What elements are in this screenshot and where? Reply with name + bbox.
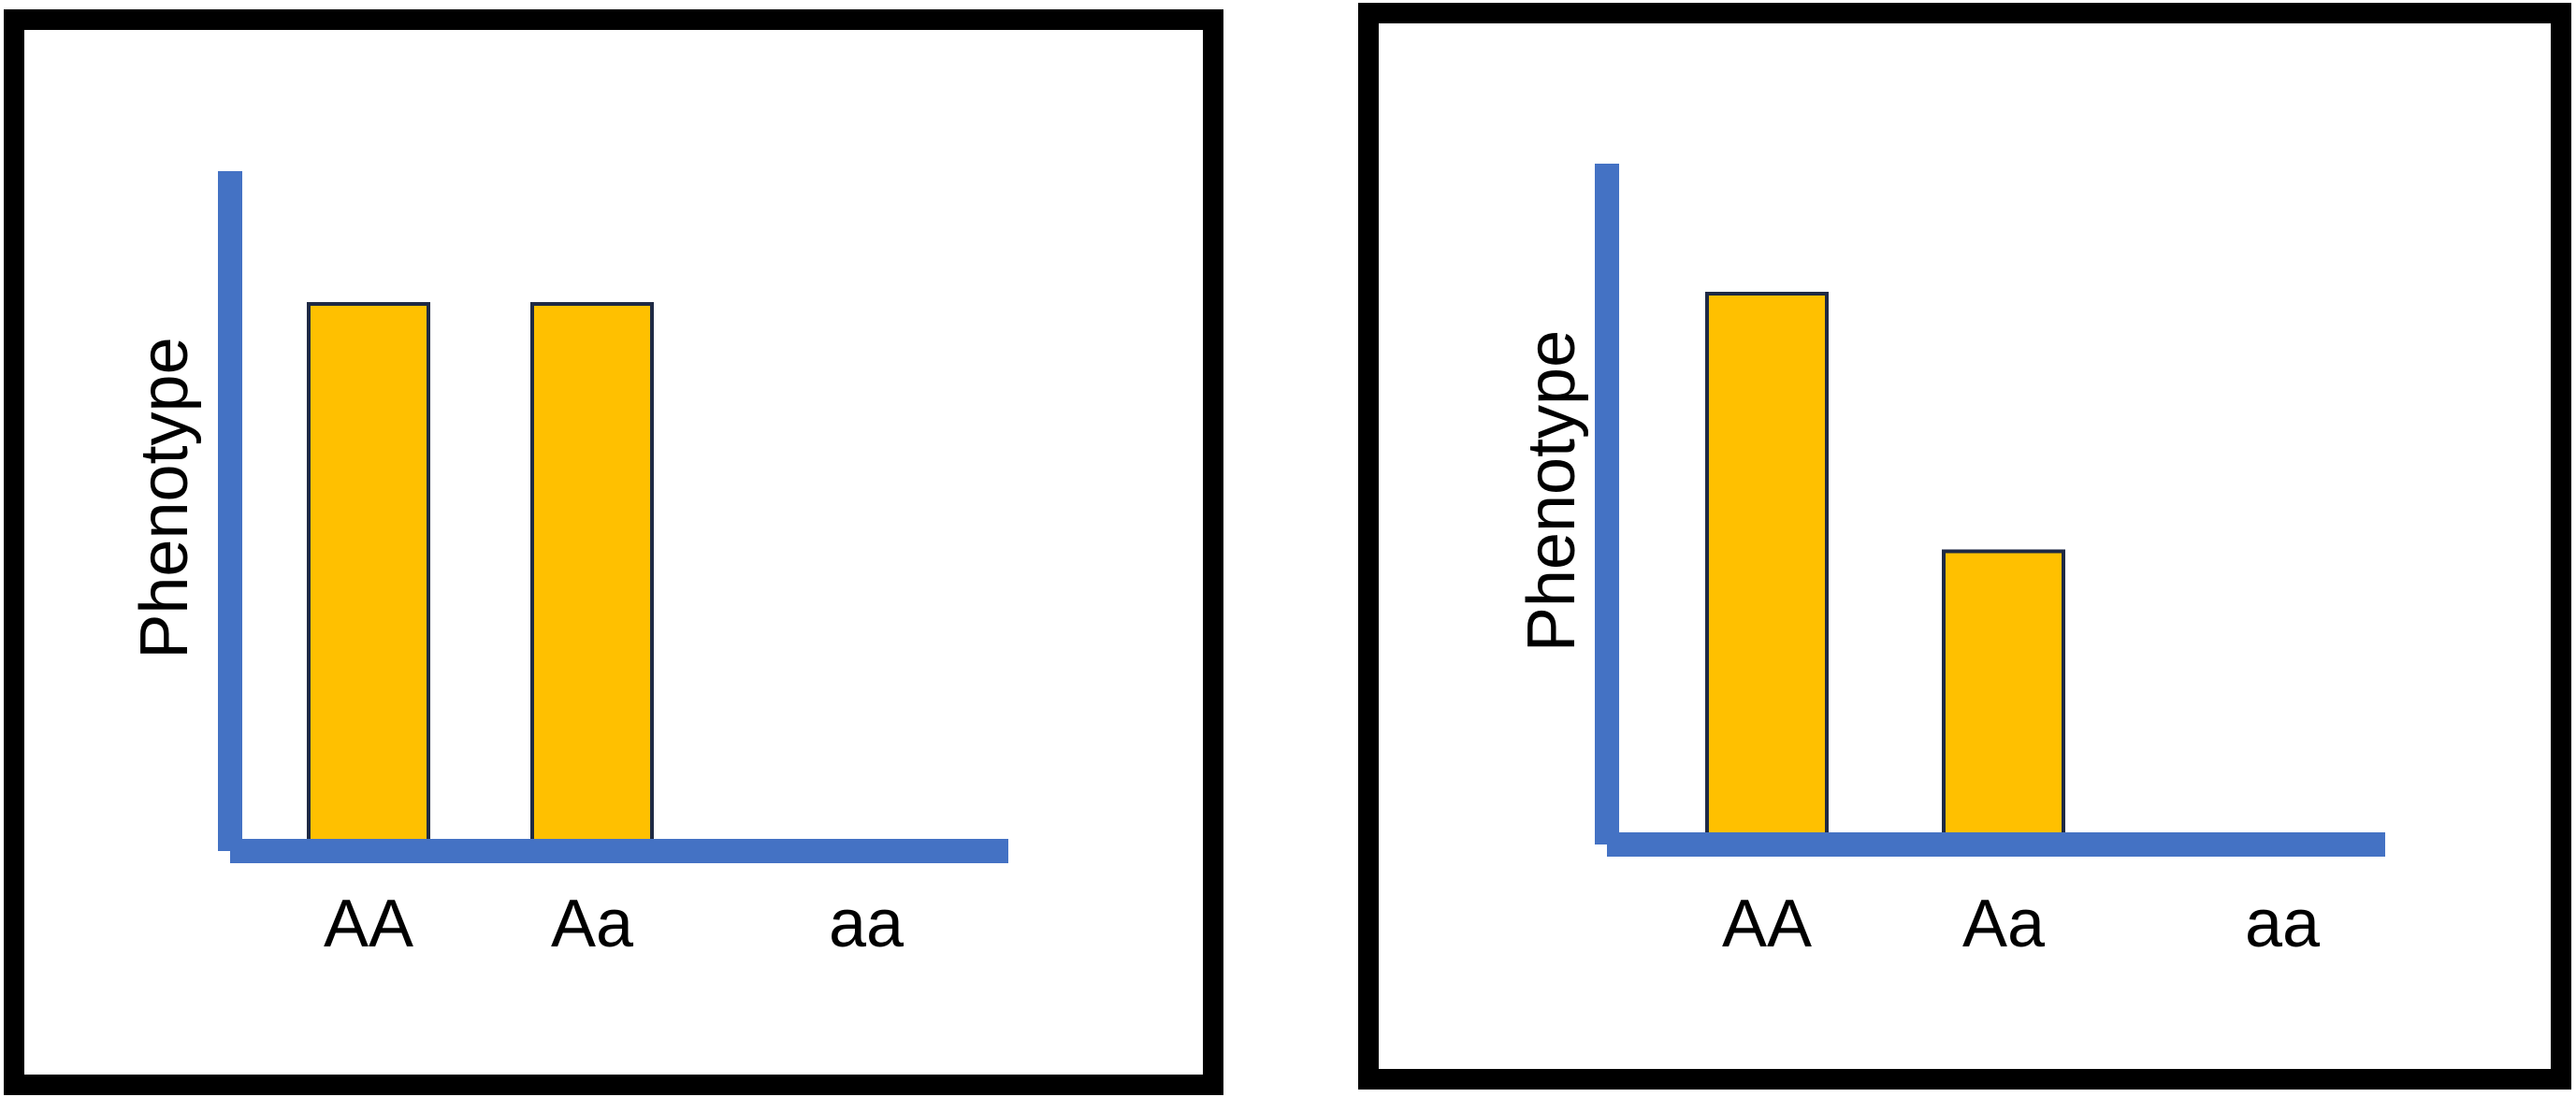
bar-Aa bbox=[530, 302, 654, 844]
x-tick-label: Aa bbox=[1962, 887, 2046, 961]
chart-right: AA Aa aa Phenotype bbox=[1514, 164, 2385, 961]
x-tick-label: AA bbox=[324, 887, 413, 961]
x-tick-label: aa bbox=[2245, 887, 2321, 961]
x-tick-label: aa bbox=[829, 887, 904, 961]
x-axis bbox=[1607, 832, 2385, 857]
chart-panel-right bbox=[1358, 3, 2571, 1090]
y-axis bbox=[1595, 164, 1619, 844]
x-axis bbox=[230, 839, 1008, 863]
x-tick-label: Aa bbox=[551, 887, 634, 961]
y-axis-label: Phenotype bbox=[1514, 330, 1589, 652]
bar-AA bbox=[307, 302, 430, 844]
bar-AA bbox=[1705, 292, 1829, 838]
y-axis-label: Phenotype bbox=[127, 337, 202, 658]
y-axis bbox=[218, 171, 242, 851]
x-tick-label: AA bbox=[1722, 887, 1812, 961]
bar-Aa bbox=[1942, 549, 2065, 838]
chart-left: AA Aa aa Phenotype bbox=[127, 171, 1008, 961]
